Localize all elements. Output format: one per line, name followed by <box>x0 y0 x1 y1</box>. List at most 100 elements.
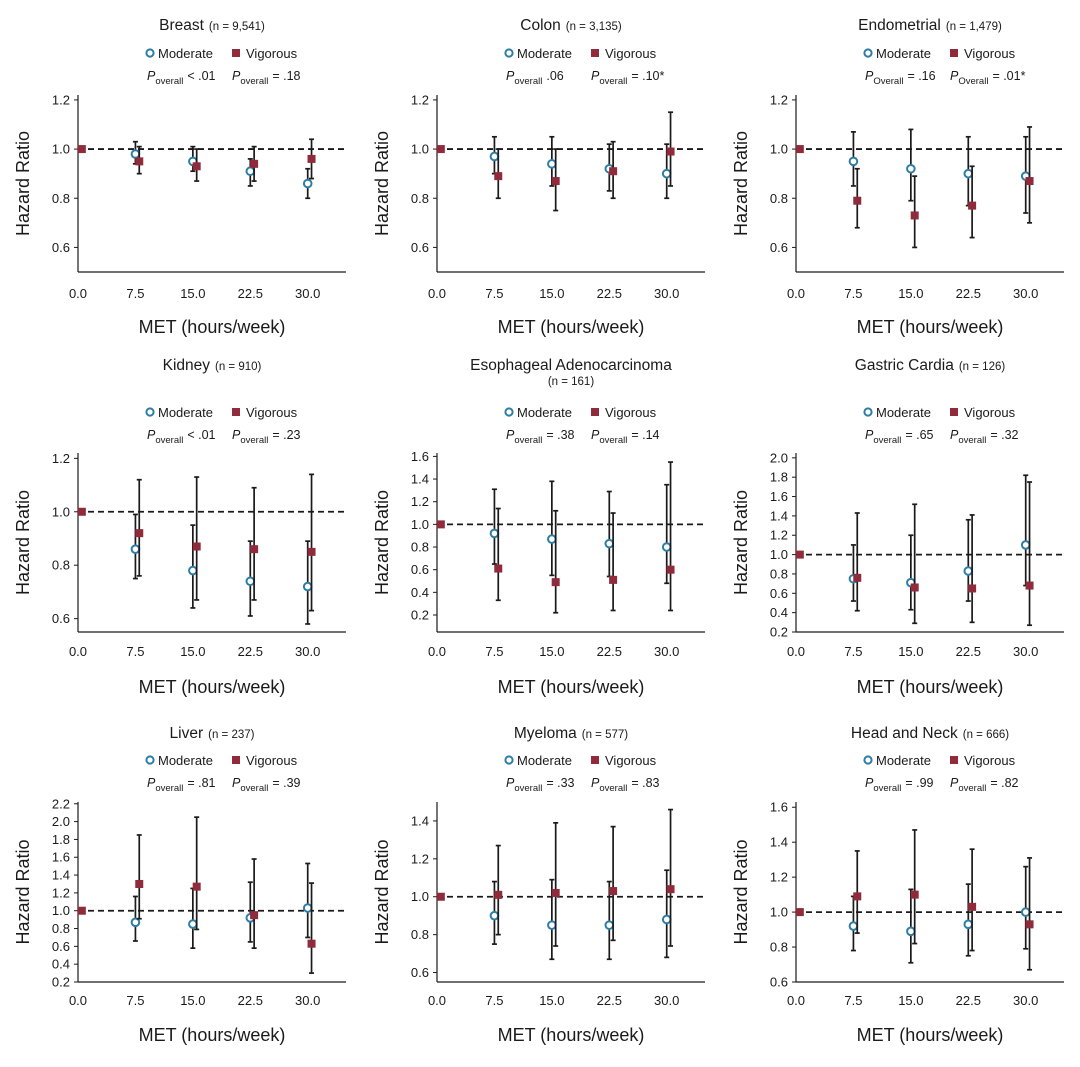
p-letter: P <box>865 69 874 83</box>
p-value: = .99 <box>905 776 933 790</box>
y-axis-title: Hazard Ratio <box>13 839 33 944</box>
y-tick-label: 1.4 <box>770 508 788 523</box>
p-value: = .82 <box>990 776 1018 790</box>
point-moderate <box>489 528 500 539</box>
y-tick-label: 1.2 <box>770 92 788 107</box>
point-vigorous <box>307 547 316 556</box>
p-subscript: overall <box>155 435 183 446</box>
panel-title-text: Esophageal Adenocarcinoma <box>470 357 672 374</box>
chart-panel-0: Breast (n = 9,541) Moderate Vigorous Poveral… <box>13 17 346 337</box>
y-tick-label: 0.6 <box>411 562 429 577</box>
filled-square-icon <box>950 408 958 416</box>
x-axis-title: MET (hours/week) <box>857 1025 1004 1045</box>
p-value: = .65 <box>905 428 933 442</box>
panel-n-label: (n = 3,135) <box>566 21 622 33</box>
point-vigorous <box>853 573 862 582</box>
p-subscript: overall <box>514 435 542 446</box>
p-overall-1: Poverall = .32 <box>950 428 1019 446</box>
point-vigorous <box>192 162 201 171</box>
x-tick-label: 15.0 <box>539 993 564 1008</box>
y-tick-label: 1.0 <box>770 547 788 562</box>
legend: Moderate Vigorous <box>504 46 657 61</box>
panel-n-label: (n = 577) <box>582 729 629 741</box>
point-vigorous <box>551 578 560 587</box>
point-vigorous <box>1025 920 1034 929</box>
open-circle-icon <box>145 407 155 417</box>
chart-panel-2: Endometrial (n = 1,479)Moderate VigorousPO… <box>731 17 1064 337</box>
panel-title: Endometrial (n = 1,479) <box>858 17 1002 34</box>
y-tick-label: 1.0 <box>411 517 429 532</box>
x-axis-title: MET (hours/week) <box>498 677 645 697</box>
p-overall-0: Poverall = .33 <box>506 776 575 794</box>
y-tick-label: 0.6 <box>52 240 70 255</box>
y-tick-label: 0.4 <box>52 957 70 972</box>
point-vigorous <box>666 147 675 156</box>
p-letter: P <box>147 428 156 442</box>
x-tick-label: 30.0 <box>295 993 320 1008</box>
point-moderate <box>661 542 672 552</box>
legend: Moderate Vigorous <box>145 753 298 768</box>
y-tick-label: 0.8 <box>52 921 70 936</box>
point-vigorous <box>910 890 919 899</box>
point-vigorous <box>494 172 503 181</box>
point-vigorous <box>436 892 445 901</box>
x-tick-label: 30.0 <box>654 993 679 1008</box>
legend-moderate-label: Moderate <box>876 405 931 420</box>
x-tick-label: 0.0 <box>787 644 805 659</box>
panel-n-label: (n = 910) <box>215 361 262 373</box>
legend-vigorous-label: Vigorous <box>246 753 298 768</box>
x-tick-label: 0.0 <box>428 993 446 1008</box>
x-tick-label: 0.0 <box>69 993 87 1008</box>
panel-title-text: Colon <box>520 17 561 34</box>
point-vigorous <box>551 888 560 897</box>
x-tick-label: 22.5 <box>956 644 981 659</box>
x-axis-title: MET (hours/week) <box>498 1025 645 1045</box>
point-moderate <box>848 921 859 931</box>
x-tick-label: 15.0 <box>539 644 564 659</box>
chart-panel-6: Liver (n = 237) Moderate Vigorous Poverall = … <box>13 725 346 1045</box>
p-value: = .83 <box>631 776 659 790</box>
y-tick-label: 1.6 <box>770 489 788 504</box>
filled-square-icon <box>950 49 958 57</box>
x-tick-label: 22.5 <box>597 993 622 1008</box>
point-vigorous <box>853 892 862 901</box>
p-subscript: overall <box>240 783 268 794</box>
y-tick-label: 1.6 <box>411 449 429 464</box>
y-tick-label: 0.6 <box>411 965 429 980</box>
x-tick-label: 30.0 <box>654 644 679 659</box>
p-value: .06 <box>546 69 563 83</box>
point-vigorous <box>192 882 201 891</box>
legend-moderate-label: Moderate <box>517 753 572 768</box>
point-moderate <box>302 581 313 592</box>
point-moderate <box>130 917 141 928</box>
p-overall-1: Poverall = .39 <box>232 776 301 794</box>
y-tick-label: 0.4 <box>770 605 788 620</box>
point-vigorous <box>609 575 618 584</box>
point-moderate <box>906 926 916 937</box>
panel-n-label: (n = 1,479) <box>946 21 1002 33</box>
point-vigorous <box>77 906 86 915</box>
p-overall-0: POverall = .16 <box>865 69 936 87</box>
x-tick-label: 15.0 <box>180 286 205 301</box>
panel-title: Liver (n = 237) <box>170 725 255 742</box>
y-tick-label: 2.2 <box>52 796 70 811</box>
open-circle-icon <box>504 755 514 765</box>
point-vigorous <box>135 529 144 538</box>
point-vigorous <box>1025 581 1034 590</box>
p-letter: P <box>950 776 959 790</box>
y-tick-label: 0.8 <box>52 558 70 573</box>
x-tick-label: 0.0 <box>428 286 446 301</box>
open-circle-icon <box>504 407 514 417</box>
p-value: = .10* <box>631 69 664 83</box>
chart-panel-3: Kidney (n = 910) Moderate Vigorous Poverall <… <box>13 357 346 697</box>
x-tick-label: 22.5 <box>956 993 981 1008</box>
point-moderate <box>963 168 974 179</box>
open-circle-icon <box>863 48 873 58</box>
filled-square-icon <box>591 756 599 764</box>
open-circle-icon <box>145 755 155 765</box>
point-vigorous <box>494 564 503 573</box>
y-axis-title: Hazard Ratio <box>372 131 392 236</box>
panel-title: Kidney (n = 910) <box>163 357 262 374</box>
x-tick-label: 22.5 <box>597 286 622 301</box>
